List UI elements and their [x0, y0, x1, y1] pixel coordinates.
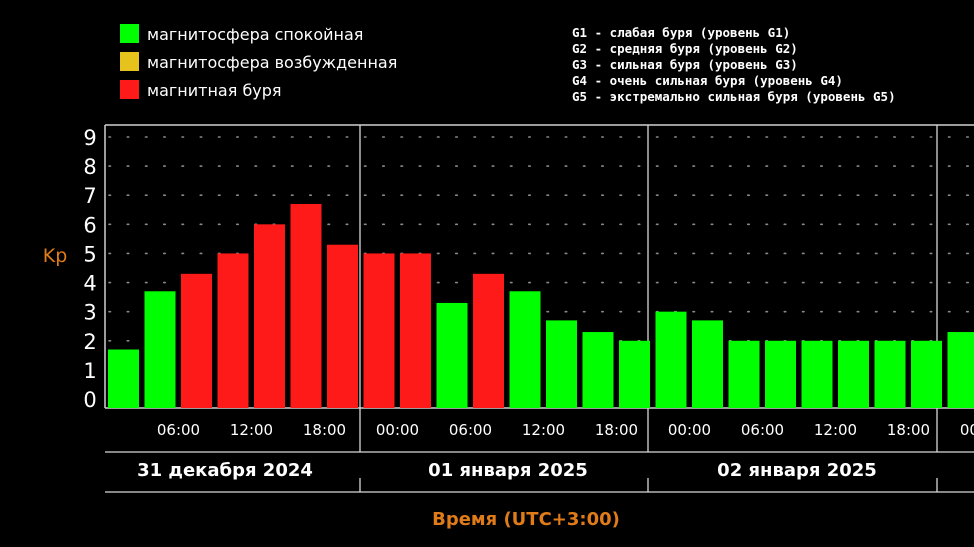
date-label: 01 января 2025	[428, 460, 588, 481]
date-labels: 31 декабря 2024 01 января 2025 02 января 2…	[137, 460, 877, 481]
kp-bar	[108, 349, 139, 408]
kp-bar	[692, 320, 723, 408]
g-scale-item: G2 - средняя буря (уровень G2)	[572, 41, 798, 56]
kp-bar	[473, 273, 504, 408]
y-tick-label: 8	[83, 155, 96, 179]
x-tick-label: 18:00	[595, 421, 638, 439]
g-scale-item: G5 - экстремально сильная буря (уровень …	[572, 89, 896, 104]
legend-label: магнитосфера возбужденная	[147, 53, 397, 72]
y-tick-label: 1	[83, 359, 96, 383]
legend-swatch	[120, 52, 139, 71]
y-tick-label: 4	[83, 272, 96, 296]
x-tick-label: 00:00	[376, 421, 419, 439]
x-tick-label: 00:00	[668, 421, 711, 439]
kp-bar	[801, 340, 833, 408]
kp-bar	[765, 340, 796, 408]
x-axis-ticks: 06:00 12:00 18:00 00:00 06:00 12:00 18:00 00:00…	[157, 421, 974, 439]
kp-bar	[546, 320, 577, 408]
g-scale-legend: G1 - слабая буря (уровень G1)G2 - средня…	[572, 25, 896, 104]
kp-bar	[728, 340, 760, 408]
kp-bar	[400, 253, 431, 408]
x-tick-label: 06:00	[157, 421, 200, 439]
date-label: 02 января 2025	[717, 460, 877, 481]
kp-bar	[655, 311, 687, 408]
g-scale-item: G4 - очень сильная буря (уровень G4)	[572, 73, 843, 88]
kp-bar	[254, 224, 285, 408]
y-tick-label: 3	[83, 301, 96, 325]
y-tick-label: 7	[83, 184, 96, 208]
kp-bar	[327, 244, 358, 408]
legend-label: магнитная буря	[147, 81, 282, 100]
bars	[108, 203, 974, 408]
y-tick-label: 9	[83, 126, 96, 150]
x-tick-label: 00:00	[960, 421, 974, 439]
g-scale-item: G1 - слабая буря (уровень G1)	[572, 25, 790, 40]
x-tick-label: 12:00	[814, 421, 857, 439]
kp-bar	[363, 253, 395, 408]
x-tick-label: 06:00	[449, 421, 492, 439]
kp-bar	[838, 340, 869, 408]
y-tick-label: 6	[83, 213, 96, 237]
legend: магнитосфера спокойная магнитосфера возбу…	[120, 24, 397, 100]
g-scale-item: G3 - сильная буря (уровень G3)	[572, 57, 798, 72]
x-tick-label: 12:00	[230, 421, 273, 439]
kp-bar	[582, 332, 614, 408]
x-axis-label: Время (UTC+3:00)	[432, 509, 620, 530]
y-axis-label: Kp	[43, 245, 68, 267]
legend-label: магнитосфера спокойная	[147, 25, 363, 44]
legend-swatch	[120, 24, 139, 43]
y-tick-label: 5	[83, 242, 96, 266]
kp-bar	[217, 253, 249, 408]
y-tick-label: 0	[83, 388, 96, 412]
kp-bar	[290, 203, 322, 408]
kp-bar	[509, 291, 541, 408]
x-tick-label: 18:00	[303, 421, 346, 439]
date-label: 31 декабря 2024	[137, 460, 313, 481]
y-tick-label: 2	[83, 330, 96, 354]
legend-swatch	[120, 80, 139, 99]
x-tick-label: 18:00	[887, 421, 930, 439]
kp-bar	[874, 340, 906, 408]
x-tick-label: 06:00	[741, 421, 784, 439]
kp-bar	[619, 340, 650, 408]
kp-bar	[144, 291, 176, 408]
y-axis-ticks: 0 1 2 3 4 5 6 7 8 9	[83, 126, 96, 412]
kp-bar	[911, 340, 942, 408]
kp-bar	[436, 302, 468, 408]
kp-bar	[181, 273, 212, 408]
kp-bar	[947, 332, 974, 408]
x-tick-label: 12:00	[522, 421, 565, 439]
